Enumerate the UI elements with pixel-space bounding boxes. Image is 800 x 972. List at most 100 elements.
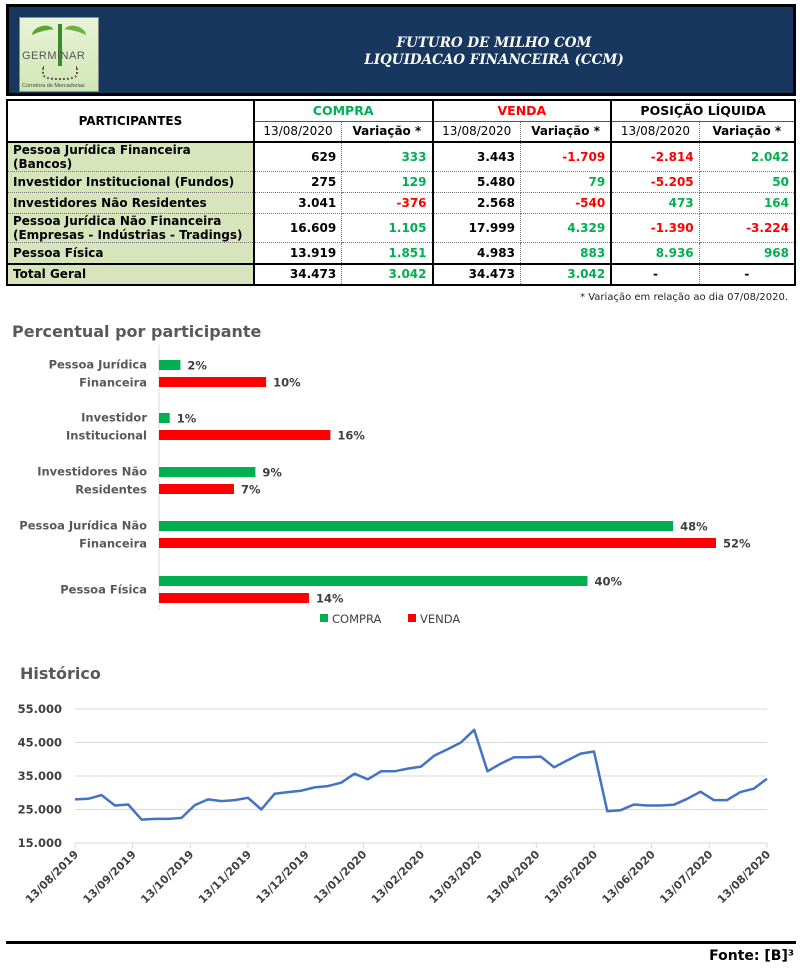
category-label: Financeira <box>79 376 147 390</box>
variation-value: - <box>698 262 796 285</box>
y-tick-label: 15.000 <box>18 836 62 850</box>
bar-venda <box>159 430 331 440</box>
position-value: - <box>610 262 700 285</box>
group-header-compra: COMPRA <box>253 99 434 122</box>
position-value: 473 <box>610 192 700 214</box>
table-row: Pessoa Jurídica Financeira (Bancos) 629 33… <box>6 141 796 172</box>
subheader-variation: Variação * <box>341 120 434 143</box>
bottom-divider <box>6 941 796 944</box>
germinar-logo: GERMINAR Corretora de Mercadorias <box>19 17 99 92</box>
participant-name: Investidor Institucional (Fundos) <box>6 171 255 193</box>
category-label: Financeira <box>79 537 147 551</box>
x-tick-label: 13/08/2019 <box>23 848 81 906</box>
position-value: -2.814 <box>610 141 700 172</box>
participants-table: PARTICIPANTES COMPRA VENDA POSIÇÃO LÍQUI… <box>6 99 796 286</box>
participant-name: Pessoa Jurídica Não Financeira (Empresas … <box>6 213 255 243</box>
total-row: Total Geral 34.473 3.042 34.473 3.042- - <box>6 262 796 285</box>
participant-name: Total Geral <box>6 262 255 285</box>
x-tick-label: 13/11/2019 <box>196 848 254 906</box>
subheader-variation: Variação * <box>698 120 796 143</box>
position-value: 13.919 <box>253 242 343 264</box>
x-tick-label: 13/08/2020 <box>715 848 773 906</box>
data-label: 40% <box>594 575 622 589</box>
group-header-posicao-liquida: POSIÇÃO LÍQUIDA <box>610 99 796 122</box>
table-row: Pessoa Jurídica Não Financeira (Empresas … <box>6 213 796 243</box>
data-label: 9% <box>262 466 282 480</box>
participant-name-line-2: (Empresas - Indústrias - Tradings) <box>13 228 243 242</box>
variation-value: -376 <box>341 192 434 214</box>
data-label: 16% <box>337 429 365 443</box>
participant-name: Investidores Não Residentes <box>6 192 255 214</box>
position-value: 5.480 <box>432 171 521 193</box>
subheader-date: 13/08/2020 <box>253 120 343 143</box>
subheader-date: 13/08/2020 <box>610 120 700 143</box>
leaf-right-icon <box>62 23 88 43</box>
variation-footnote: * Variação em relação ao dia 07/08/2020. <box>580 292 788 303</box>
x-tick-label: 13/04/2020 <box>484 848 542 906</box>
position-value: 8.936 <box>610 242 700 264</box>
variation-value: 4.329 <box>519 213 613 243</box>
variation-value: 164 <box>698 192 796 214</box>
position-value: 34.473 <box>432 262 521 285</box>
position-value: 629 <box>253 141 343 172</box>
group-header-venda: VENDA <box>432 99 613 122</box>
report-title: FUTURO DE MILHO COM LIQUIDACAO FINANCEIR… <box>299 35 689 69</box>
x-tick-label: 13/03/2020 <box>427 848 485 906</box>
position-value: 4.983 <box>432 242 521 264</box>
data-label: 10% <box>273 376 301 390</box>
bar-compra <box>159 360 181 370</box>
variation-value: -1.709 <box>519 141 613 172</box>
participant-name: Pessoa Jurídica Financeira (Bancos) <box>6 141 255 172</box>
participant-name: Pessoa Física <box>6 242 255 264</box>
variation-value: 50 <box>698 171 796 193</box>
bar-compra <box>159 576 588 586</box>
y-tick-label: 25.000 <box>18 803 62 817</box>
legend-label-venda: VENDA <box>420 612 460 626</box>
data-label: 14% <box>316 592 344 606</box>
report-header: GERMINAR Corretora de Mercadorias FUTURO… <box>6 4 796 96</box>
line-chart-title: Histórico <box>20 664 101 683</box>
leaf-left-icon <box>30 23 56 43</box>
plant-stem-icon <box>58 24 62 66</box>
history-series-line <box>74 728 768 821</box>
participants-header: PARTICIPANTES <box>6 99 255 143</box>
subheader-variation: Variação * <box>519 120 613 143</box>
table-row: Investidores Não Residentes 3.041 -376 2.56… <box>6 192 796 214</box>
bar-compra <box>159 521 674 531</box>
position-value: 3.443 <box>432 141 521 172</box>
variation-value: 79 <box>519 171 613 193</box>
variation-value: 968 <box>698 242 796 264</box>
variation-value: 129 <box>341 171 434 193</box>
source-label: Fonte: [B]³ <box>709 948 794 964</box>
x-tick-label: 13/02/2020 <box>369 848 427 906</box>
legend-label-compra: COMPRA <box>332 612 381 626</box>
table-row: Investidor Institucional (Fundos) 275 129 5… <box>6 171 796 193</box>
x-tick-label: 13/12/2019 <box>254 848 312 906</box>
x-tick-label: 13/05/2020 <box>542 848 600 906</box>
title-line-2: LIQUIDACAO FINANCEIRA (CCM) <box>364 52 624 68</box>
bar-venda <box>159 593 309 603</box>
bar-venda <box>159 484 234 494</box>
position-value: 16.609 <box>253 213 343 243</box>
y-tick-label: 55.000 <box>18 702 62 716</box>
bar-compra <box>159 467 256 477</box>
y-tick-label: 45.000 <box>18 736 62 750</box>
position-value: 34.473 <box>253 262 343 285</box>
y-tick-label: 35.000 <box>18 769 62 783</box>
x-tick-label: 13/07/2020 <box>657 848 715 906</box>
data-label: 52% <box>723 537 751 551</box>
position-value: -5.205 <box>610 171 700 193</box>
category-label: Residentes <box>75 483 147 497</box>
x-tick-label: 13/09/2019 <box>81 848 139 906</box>
variation-value: 3.042 <box>519 262 613 285</box>
participant-name-line-1: Pessoa Jurídica Não Financeira <box>13 214 222 228</box>
bar-venda <box>159 377 267 387</box>
title-line-1: FUTURO DE MILHO COM <box>396 35 592 51</box>
roots-icon <box>42 66 78 80</box>
legend-swatch-compra <box>320 614 328 622</box>
data-label: 2% <box>187 359 207 373</box>
position-value: 275 <box>253 171 343 193</box>
legend-swatch-venda <box>408 614 416 622</box>
variation-value: 1.105 <box>341 213 434 243</box>
data-label: 1% <box>177 412 197 426</box>
